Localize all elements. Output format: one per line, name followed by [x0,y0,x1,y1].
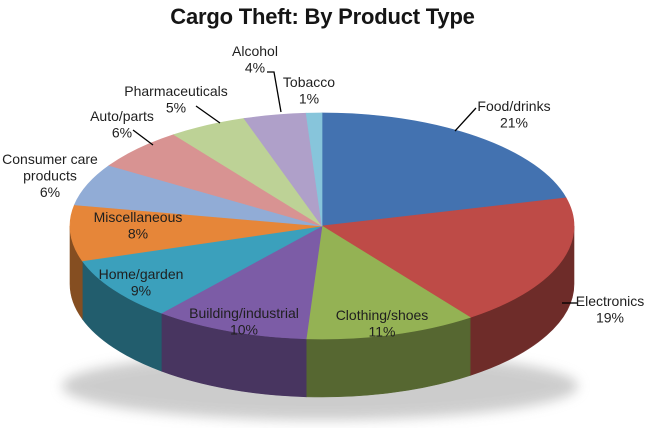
pie-slice-home-garden [81,225,323,314]
slice-label-building-industrial: Building/industrial 10% [189,305,299,338]
slice-label-home-garden: Home/garden 9% [99,266,184,299]
pie-slice-building-industrial [160,225,323,340]
slice-label-tobacco: Tobacco 1% [283,74,335,107]
pie-slice-food-drinks [321,112,567,227]
leader-line-pharmaceuticals [195,105,221,124]
slice-label-consumer-care-products: Consumer care products 6% [2,151,98,200]
chart-title: Cargo Theft: By Product Type [170,4,475,29]
slice-label-alcohol: Alcohol 4% [232,43,278,76]
slice-label-clothing-shoes: Clothing/shoes 11% [336,307,429,340]
slice-label-electronics: Electronics 19% [576,293,644,326]
leader-line-alcohol [267,71,282,113]
leader-line-food-drinks [454,107,477,132]
pie-slice-tobacco [305,112,323,227]
pie-slice-electronics [320,197,575,318]
leader-line-auto-parts [132,129,154,146]
slice-label-pharmaceuticals: Pharmaceuticals 5% [124,83,228,116]
slice-label-auto-parts: Auto/parts 6% [90,108,154,141]
slice-label-miscellaneous: Miscellaneous 8% [94,209,183,242]
pie-slice-clothing-shoes [305,225,471,340]
slice-label-food-drinks: Food/drinks 21% [477,98,550,131]
pie-slice-miscellaneous [69,204,323,262]
